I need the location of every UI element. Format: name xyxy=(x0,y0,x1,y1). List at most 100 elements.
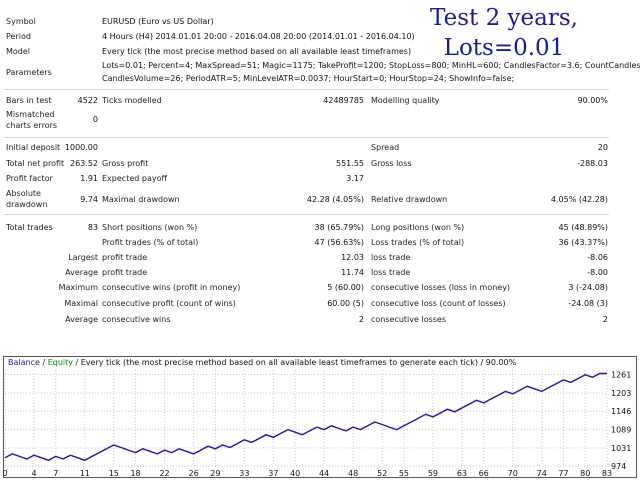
legend-separator: / xyxy=(39,358,48,367)
chart-border xyxy=(3,356,637,478)
x-tick-label: 0 xyxy=(3,469,8,478)
x-tick-label: 44 xyxy=(319,469,329,478)
overlay-caption: Test 2 years, Lots=0.01 xyxy=(424,5,584,61)
x-tick-label: 66 xyxy=(479,469,489,478)
x-tick-label: 63 xyxy=(457,469,467,478)
average-consecutive-losses-label: consecutive losses xyxy=(371,315,447,324)
largest-loss-value: -8.06 xyxy=(587,253,608,262)
overlay-line-2: Lots=0.01 xyxy=(443,35,565,61)
parameters-label: Parameters xyxy=(6,68,52,77)
average-loss-label: loss trade xyxy=(371,268,411,277)
profit-factor-label: Profit factor xyxy=(6,174,53,183)
largest-loss-label: loss trade xyxy=(371,253,411,262)
symbol-label: Symbol xyxy=(6,17,36,26)
x-tick-label: 48 xyxy=(348,469,358,478)
long-positions-label: Long positions (won %) xyxy=(371,223,465,232)
period-value: 4 Hours (H4) 2014.01.01 20:00 - 2016.04.… xyxy=(102,32,415,41)
y-tick-label: 974 xyxy=(611,462,626,471)
average-label: Average xyxy=(65,268,98,277)
largest-profit-label: profit trade xyxy=(102,253,148,262)
profit-trades-label: Profit trades (% of total) xyxy=(102,238,199,247)
period-label: Period xyxy=(6,32,31,41)
loss-trades-value: 36 (43.37%) xyxy=(558,238,608,247)
x-tick-label: 52 xyxy=(377,469,387,478)
average-profit-label: profit trade xyxy=(102,268,148,277)
max-consecutive-wins-label: consecutive wins (profit in money) xyxy=(102,283,241,292)
model-label: Model xyxy=(6,47,31,56)
y-tick-label: 1146 xyxy=(611,407,631,416)
mismatched-label-2: charts errors xyxy=(6,121,58,130)
ticks-label: Ticks modelled xyxy=(102,96,162,105)
maximal-drawdown-label: Maximal drawdown xyxy=(102,195,180,204)
max-consecutive-losses-value: 3 (-24.08) xyxy=(568,283,608,292)
x-tick-label: 40 xyxy=(290,469,300,478)
net-profit-value: 263.52 xyxy=(70,159,98,168)
average-consecutive-losses-value: 2 xyxy=(602,315,608,324)
separator xyxy=(3,137,609,138)
x-tick-label: 37 xyxy=(268,469,278,478)
maximal-consecutive-loss-value: -24.08 (3) xyxy=(568,299,608,308)
balance-chart-svg: 974 1031 1089 1146 1203 1261 0 4 7 11 15 18 22 26 29 33… xyxy=(3,356,637,478)
expected-payoff-label: Expected payoff xyxy=(102,174,167,183)
bars-value: 4522 xyxy=(77,96,98,105)
gross-profit-label: Gross profit xyxy=(102,159,149,168)
average-consecutive-wins-value: 2 xyxy=(358,315,364,324)
gross-profit-value: 551.55 xyxy=(336,159,364,168)
overlay-line-1: Test 2 years, xyxy=(430,5,578,31)
spread-label: Spread xyxy=(371,143,400,152)
x-tick-label: 55 xyxy=(399,469,409,478)
x-tick-label: 22 xyxy=(159,469,169,478)
max-consecutive-wins-value: 5 (60.00) xyxy=(327,283,364,292)
x-tick-label: 70 xyxy=(508,469,518,478)
largest-label: Largest xyxy=(68,253,98,262)
gross-loss-value: -288.03 xyxy=(577,159,608,168)
bars-label: Bars in test xyxy=(6,96,52,105)
maximal-consecutive-loss-label: consecutive loss (count of losses) xyxy=(371,299,506,308)
deposit-value: 1000.00 xyxy=(64,143,98,152)
max-consecutive-losses-label: consecutive losses (loss in money) xyxy=(371,283,511,292)
total-trades-label: Total trades xyxy=(6,223,53,232)
y-tick-label: 1031 xyxy=(611,444,631,453)
y-tick-label: 1261 xyxy=(611,370,631,379)
expected-payoff-value: 3.17 xyxy=(346,174,364,183)
profit-trades-value: 47 (56.63%) xyxy=(314,238,364,247)
maximal-drawdown-value: 42.28 (4.05%) xyxy=(306,195,364,204)
profit-factor-value: 1.91 xyxy=(80,174,98,183)
legend-balance: Balance xyxy=(8,358,40,367)
legend-description: / Every tick (the most precise method ba… xyxy=(72,358,517,367)
x-tick-label: 59 xyxy=(428,469,438,478)
relative-drawdown-value: 4.05% (42.28) xyxy=(550,195,608,204)
maximal-consecutive-profit-label: consecutive profit (count of wins) xyxy=(102,299,236,308)
chart-legend: Balance / Equity / Every tick (the most … xyxy=(8,358,516,367)
x-tick-label: 7 xyxy=(53,469,58,478)
maximum-label: Maximum xyxy=(58,283,98,292)
ticks-value: 42489785 xyxy=(323,96,364,105)
net-profit-label: Total net profit xyxy=(6,159,65,168)
x-tick-label: 4 xyxy=(31,469,36,478)
absolute-drawdown-label-1: Absolute xyxy=(6,189,41,198)
relative-drawdown-label: Relative drawdown xyxy=(371,195,448,204)
x-tick-label: 29 xyxy=(210,469,220,478)
y-tick-label: 1089 xyxy=(611,425,631,434)
mismatched-value: 0 xyxy=(92,115,98,124)
x-tick-label: 33 xyxy=(239,469,249,478)
short-positions-label: Short positions (won %) xyxy=(102,223,198,232)
x-tick-label: 26 xyxy=(188,469,198,478)
deposit-label: Initial deposit xyxy=(6,143,61,152)
separator xyxy=(3,89,609,90)
loss-trades-label: Loss trades (% of total) xyxy=(371,238,465,247)
x-tick-label: 83 xyxy=(602,469,612,478)
x-tick-label: 74 xyxy=(537,469,547,478)
total-trades-value: 83 xyxy=(87,223,98,232)
average-consecutive-wins-label: consecutive wins xyxy=(102,315,171,324)
average-loss-value: -8.00 xyxy=(587,268,608,277)
x-tick-label: 18 xyxy=(130,469,140,478)
maximal-consecutive-profit-value: 60.00 (5) xyxy=(327,299,364,308)
spread-value: 20 xyxy=(597,143,608,152)
quality-label: Modelling quality xyxy=(371,96,440,105)
average-profit-value: 11.74 xyxy=(341,268,364,277)
absolute-drawdown-value: 9.74 xyxy=(80,195,98,204)
mismatched-label-1: Mismatched xyxy=(6,110,55,119)
parameters-line-1: Lots=0.01; Percent=4; MaxSpread=51; Magi… xyxy=(102,61,640,70)
legend-equity: Equity xyxy=(47,358,73,367)
